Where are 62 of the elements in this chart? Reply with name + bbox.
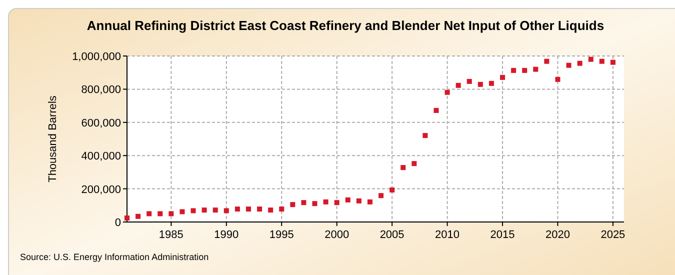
point xyxy=(434,108,439,113)
point xyxy=(577,60,582,66)
x-tick-label: 1995 xyxy=(269,229,294,241)
x-tick-label: 2005 xyxy=(380,229,404,241)
x-tick-label: 2015 xyxy=(490,229,515,241)
point xyxy=(412,161,417,166)
point xyxy=(422,133,428,138)
point xyxy=(555,76,560,82)
y-tick-label: 600,000 xyxy=(81,117,121,130)
x-tick-label: 2020 xyxy=(545,229,570,241)
point xyxy=(268,208,274,213)
point xyxy=(246,206,251,212)
y-tick-label: 400,000 xyxy=(81,150,121,163)
point xyxy=(533,66,538,72)
point xyxy=(500,74,506,80)
chart-title: Annual Refining District East Coast Refinery and Blender Net Input of Other Liquids xyxy=(86,18,604,33)
point xyxy=(279,206,284,212)
point xyxy=(136,214,141,219)
point xyxy=(566,62,572,68)
point xyxy=(180,209,185,214)
x-tick-label: 2000 xyxy=(324,229,350,241)
point xyxy=(400,165,406,170)
x-tick-label: 2025 xyxy=(600,229,626,241)
point xyxy=(456,82,461,88)
x-tick-label: 2010 xyxy=(435,229,460,241)
x-tick-label: 1990 xyxy=(214,229,239,241)
point xyxy=(257,206,262,212)
point xyxy=(290,202,296,208)
point xyxy=(599,58,604,64)
point xyxy=(146,211,152,216)
point xyxy=(478,82,483,87)
point xyxy=(444,90,450,95)
point xyxy=(610,60,616,65)
point xyxy=(323,199,328,204)
point xyxy=(158,211,163,216)
x-tick-label: 1985 xyxy=(158,229,184,241)
source-note: Source: U.S. Energy Information Administration xyxy=(20,252,209,262)
point xyxy=(190,208,196,214)
y-tick-label: 200,000 xyxy=(81,184,121,196)
y-tick-label: 1,000,000 xyxy=(72,51,121,63)
point xyxy=(312,201,318,206)
y-tick-label: 0 xyxy=(114,217,121,229)
point xyxy=(511,68,516,73)
point xyxy=(488,80,494,86)
y-tick-label: 800,000 xyxy=(81,84,121,96)
point xyxy=(466,78,472,84)
point xyxy=(588,56,594,62)
point xyxy=(522,68,528,73)
point xyxy=(202,208,207,213)
point xyxy=(234,206,240,212)
point xyxy=(367,199,372,204)
point xyxy=(212,208,218,213)
point xyxy=(334,200,340,206)
point xyxy=(345,197,350,202)
point xyxy=(301,200,306,206)
point xyxy=(544,58,550,64)
point xyxy=(378,193,384,198)
point xyxy=(224,208,229,214)
point xyxy=(356,198,362,204)
y-axis-title: Thousand Barrels xyxy=(47,95,59,182)
point xyxy=(390,187,395,192)
point xyxy=(168,211,174,216)
